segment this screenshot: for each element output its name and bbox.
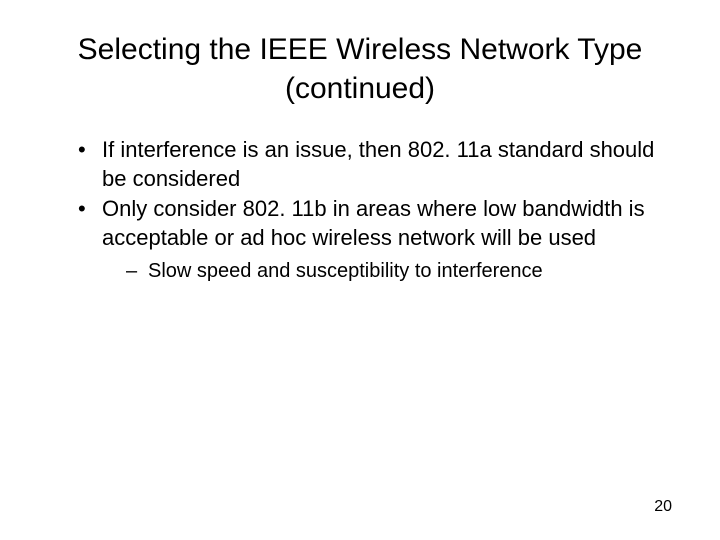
slide-title: Selecting the IEEE Wireless Network Type…	[50, 30, 670, 108]
sub-text: Slow speed and susceptibility to interfe…	[148, 260, 543, 282]
bullet-text: If interference is an issue, then 802. 1…	[102, 137, 654, 191]
sub-list: Slow speed and susceptibility to interfe…	[102, 258, 670, 284]
bullet-item: If interference is an issue, then 802. 1…	[78, 136, 670, 193]
bullet-list: If interference is an issue, then 802. 1…	[50, 136, 670, 284]
page-number: 20	[654, 498, 672, 516]
bullet-item: Only consider 802. 11b in areas where lo…	[78, 195, 670, 284]
bullet-text: Only consider 802. 11b in areas where lo…	[102, 196, 645, 250]
sub-item: Slow speed and susceptibility to interfe…	[126, 258, 670, 284]
